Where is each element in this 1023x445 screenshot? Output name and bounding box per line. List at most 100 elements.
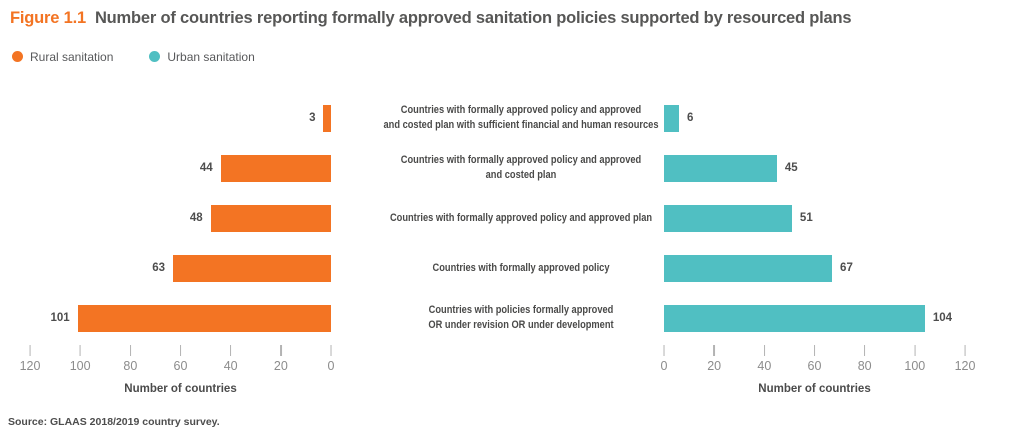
- legend-label-urban: Urban sanitation: [167, 49, 255, 64]
- urban-cell: 45: [664, 154, 1023, 182]
- rural-track: 48: [30, 204, 331, 232]
- category-label: Countries with formally approved policy: [432, 261, 610, 274]
- rural-bar: [220, 154, 331, 182]
- chart-row: 48 Countries with formally approved polic…: [0, 193, 1023, 243]
- diverging-bar-chart: 3 Countries with formally approved policy…: [0, 93, 1023, 395]
- chart-row: 3 Countries with formally approved policy…: [0, 93, 1023, 143]
- urban-bar: [664, 154, 777, 182]
- figure-title: Number of countries reporting formally a…: [94, 9, 852, 27]
- rural-cell: 3: [0, 104, 331, 132]
- category-label: Countries with policies formally approve…: [428, 304, 614, 331]
- tick-label: 0: [660, 359, 668, 373]
- urban-bar: [664, 104, 680, 132]
- left-axis-cell: 0 20 40 60 80 100 120: [0, 343, 334, 375]
- axis-tick: 0: [327, 345, 335, 373]
- tick-label: 60: [173, 359, 188, 373]
- rural-cell: 44: [0, 154, 331, 182]
- tick-label: 40: [223, 359, 238, 373]
- urban-value-label: 104: [932, 312, 953, 324]
- tick-mark: [330, 345, 332, 356]
- chart-row: 63 Countries with formally approved polic…: [0, 243, 1023, 293]
- urban-bar: [664, 304, 925, 332]
- axis-tick: 120: [19, 345, 41, 373]
- axis-tick: 100: [904, 345, 925, 373]
- legend-dot-urban: [149, 51, 161, 62]
- tick-label: 80: [857, 359, 872, 373]
- tick-label: 100: [69, 359, 91, 373]
- category-label: Countries with formally approved policy …: [389, 211, 653, 224]
- tick-label: 120: [954, 359, 976, 373]
- tick-mark: [179, 345, 182, 356]
- tick-label: 0: [327, 359, 335, 373]
- urban-track: 45: [664, 154, 965, 182]
- tick-label: 80: [123, 359, 138, 373]
- tick-mark: [229, 345, 232, 356]
- urban-value-label: 6: [687, 112, 694, 124]
- right-axis-cell: 0 20 40 60 80 100 120: [660, 343, 1023, 375]
- tick-mark: [663, 345, 665, 356]
- chart-rows: 3 Countries with formally approved policy…: [0, 93, 1023, 343]
- axis-tick: 120: [954, 345, 976, 373]
- left-axis-title-cell: Number of countries: [0, 383, 331, 395]
- legend-item-rural: Rural sanitation: [12, 50, 113, 64]
- urban-cell: 67: [664, 254, 1023, 282]
- tick-label: 20: [273, 359, 288, 373]
- tick-mark: [914, 345, 916, 356]
- legend-dot-rural: [12, 51, 23, 62]
- rural-track: 101: [30, 304, 331, 332]
- rural-bar: [323, 104, 331, 132]
- figure-number: Figure 1.1: [10, 9, 86, 27]
- right-axis-title: Number of countries: [758, 383, 871, 395]
- tick-mark: [280, 345, 282, 356]
- left-axis: 0 20 40 60 80 100 120: [20, 343, 334, 375]
- urban-cell: 104: [664, 304, 1023, 332]
- urban-value-label: 51: [799, 212, 813, 224]
- tick-label: 120: [19, 359, 41, 373]
- tick-mark: [813, 345, 816, 356]
- category-cell: Countries with formally approved policy …: [331, 211, 664, 226]
- rural-value-label: 44: [199, 162, 213, 174]
- rural-bar: [210, 204, 331, 232]
- urban-cell: 51: [664, 204, 1023, 232]
- rural-value-label: 3: [309, 112, 316, 124]
- category-label: Countries with formally approved policy …: [383, 104, 659, 131]
- tick-mark: [964, 345, 966, 356]
- axis-tick: 100: [70, 345, 91, 373]
- category-cell: Countries with formally approved policy …: [331, 103, 664, 132]
- tick-label: 100: [904, 359, 926, 373]
- chart-row: 101 Countries with policies formally appr…: [0, 293, 1023, 343]
- rural-value-label: 101: [50, 312, 70, 324]
- urban-value-label: 67: [840, 262, 853, 274]
- rural-cell: 101: [0, 304, 331, 332]
- urban-track: 104: [664, 304, 965, 332]
- rural-bar: [77, 304, 331, 332]
- source-note: Source: GLAAS 2018/2019 country survey.: [8, 416, 220, 428]
- category-cell: Countries with formally approved policy: [331, 261, 664, 276]
- rural-cell: 63: [0, 254, 331, 282]
- urban-track: 6: [664, 104, 965, 132]
- tick-mark: [129, 345, 132, 356]
- axis-tick: 40: [757, 345, 771, 373]
- urban-bar: [664, 254, 833, 282]
- right-axis: 0 20 40 60 80 100 120: [660, 343, 975, 375]
- left-axis-title: Number of countries: [124, 383, 237, 395]
- tick-label: 40: [757, 359, 772, 373]
- tick-mark: [713, 345, 715, 356]
- rural-bar: [172, 254, 331, 282]
- tick-label: 20: [707, 359, 722, 373]
- legend-item-urban: Urban sanitation: [149, 49, 255, 64]
- tick-mark: [79, 345, 81, 356]
- axis-tick: 20: [274, 345, 288, 373]
- axis-tick: 60: [173, 345, 188, 373]
- urban-track: 67: [664, 254, 965, 282]
- category-cell: Countries with formally approved policy …: [331, 153, 664, 182]
- axis-row: 0 20 40 60 80 100 120 0 20 40 60 80 100 120: [0, 343, 1023, 375]
- axis-tick: 80: [123, 345, 137, 373]
- urban-value-label: 45: [784, 162, 798, 174]
- axis-label-row: Number of countries Number of countries: [0, 383, 1023, 395]
- urban-bar: [664, 204, 792, 232]
- chart-legend: Rural sanitation Urban sanitation: [12, 49, 1023, 64]
- urban-track: 51: [664, 204, 965, 232]
- tick-mark: [763, 345, 766, 356]
